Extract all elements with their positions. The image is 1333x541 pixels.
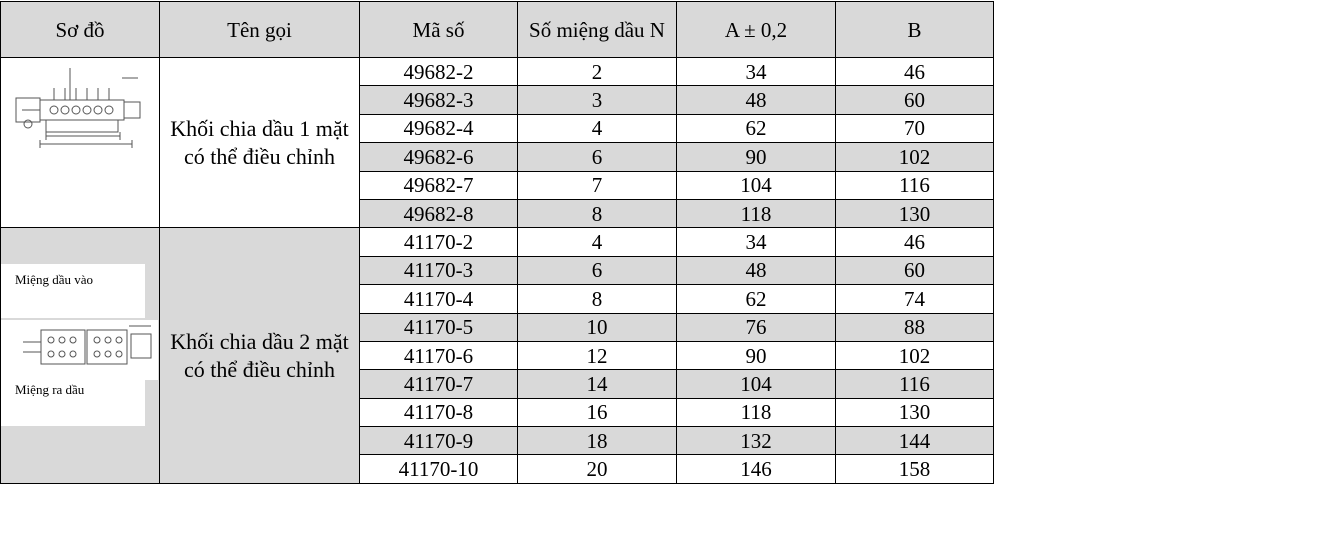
header-diagram: Sơ đồ bbox=[0, 1, 160, 58]
a-cell: 146 bbox=[676, 454, 836, 484]
table-row: 41170-5 10 76 88 bbox=[1, 312, 994, 342]
b-cell: 130 bbox=[835, 198, 994, 229]
table-row: 49682-4 4 62 70 bbox=[1, 113, 994, 144]
header-a: A ± 0,2 bbox=[676, 1, 836, 58]
b-cell: 102 bbox=[835, 142, 994, 172]
a-cell: 118 bbox=[676, 198, 836, 229]
b-cell: 144 bbox=[835, 426, 994, 456]
ports-cell: 6 bbox=[517, 255, 677, 286]
b-cell: 116 bbox=[835, 170, 994, 200]
two-side-block-diagram bbox=[1, 320, 158, 381]
b-cell: 74 bbox=[835, 284, 994, 314]
ports-cell: 12 bbox=[517, 340, 677, 371]
ports-cell: 20 bbox=[517, 454, 677, 484]
code-cell: 41170-10 bbox=[359, 454, 518, 484]
b-cell: 158 bbox=[835, 454, 994, 484]
table-row: 41170-3 6 48 60 bbox=[1, 255, 994, 286]
code-cell: 49682-8 bbox=[359, 198, 518, 229]
product-table: Sơ đồ Tên gọi Mã số Số miệng dầu N A ± 0… bbox=[0, 1, 994, 484]
table-row: 41170-7 14 104 116 bbox=[1, 369, 994, 399]
a-cell: 62 bbox=[676, 113, 836, 144]
ports-cell: 10 bbox=[517, 312, 677, 342]
table-row: 41170-10 20 146 158 bbox=[1, 454, 994, 484]
ports-cell: 2 bbox=[517, 56, 677, 87]
b-cell: 102 bbox=[835, 340, 994, 371]
header-code: Mã số bbox=[359, 1, 518, 58]
ports-cell: 8 bbox=[517, 198, 677, 229]
outlet-label: Miệng ra dầu bbox=[15, 382, 85, 398]
table-row: 41170-9 18 132 144 bbox=[1, 426, 994, 456]
code-cell: 49682-3 bbox=[359, 85, 518, 115]
inlet-label-box: Miệng dầu vào bbox=[1, 264, 145, 319]
a-cell: 34 bbox=[676, 227, 836, 257]
outlet-label-box: Miệng ra dầu bbox=[1, 372, 145, 427]
code-cell: 49682-6 bbox=[359, 142, 518, 172]
code-cell: 41170-8 bbox=[359, 397, 518, 428]
table-row: 41170-4 8 62 74 bbox=[1, 284, 994, 314]
header-name: Tên gọi bbox=[159, 1, 360, 58]
b-cell: 60 bbox=[835, 255, 994, 286]
table-row: 49682-3 3 48 60 bbox=[1, 85, 994, 115]
ports-cell: 14 bbox=[517, 369, 677, 399]
b-cell: 130 bbox=[835, 397, 994, 428]
b-cell: 116 bbox=[835, 369, 994, 399]
a-cell: 48 bbox=[676, 85, 836, 115]
ports-cell: 3 bbox=[517, 85, 677, 115]
diagram-1-cell bbox=[0, 56, 160, 229]
ports-cell: 7 bbox=[517, 170, 677, 200]
ports-cell: 16 bbox=[517, 397, 677, 428]
code-cell: 49682-2 bbox=[359, 56, 518, 87]
ports-cell: 18 bbox=[517, 426, 677, 456]
code-cell: 41170-6 bbox=[359, 340, 518, 371]
inlet-label: Miệng dầu vào bbox=[15, 272, 93, 288]
b-cell: 60 bbox=[835, 85, 994, 115]
ports-cell: 4 bbox=[517, 227, 677, 257]
ports-cell: 6 bbox=[517, 142, 677, 172]
table-row: Khối chia dầu 1 mặt có thể điều chỉnh 49… bbox=[0, 56, 994, 229]
group-2-name: Khối chia dầu 2 mặt có thể điều chỉnh bbox=[159, 227, 360, 484]
code-cell: 41170-7 bbox=[359, 369, 518, 399]
b-cell: 46 bbox=[835, 227, 994, 257]
a-cell: 104 bbox=[676, 170, 836, 200]
b-cell: 70 bbox=[835, 113, 994, 144]
ports-cell: 8 bbox=[517, 284, 677, 314]
code-cell: 41170-2 bbox=[359, 227, 518, 257]
a-cell: 118 bbox=[676, 397, 836, 428]
b-cell: 88 bbox=[835, 312, 994, 342]
a-cell: 62 bbox=[676, 284, 836, 314]
table-row: 49682-8 8 118 130 bbox=[1, 198, 994, 229]
code-cell: 49682-4 bbox=[359, 113, 518, 144]
ports-cell: 4 bbox=[517, 113, 677, 144]
header-b: B bbox=[835, 1, 994, 58]
table-row: 41170-8 16 118 130 bbox=[1, 397, 994, 428]
code-cell: 49682-7 bbox=[359, 170, 518, 200]
header-ports: Số miệng dầu N bbox=[517, 1, 677, 58]
b-cell: 46 bbox=[835, 56, 994, 87]
a-cell: 90 bbox=[676, 142, 836, 172]
a-cell: 34 bbox=[676, 56, 836, 87]
a-cell: 90 bbox=[676, 340, 836, 371]
a-cell: 48 bbox=[676, 255, 836, 286]
code-cell: 41170-4 bbox=[359, 284, 518, 314]
header-row: Sơ đồ Tên gọi Mã số Số miệng dầu N A ± 0… bbox=[0, 1, 994, 58]
code-cell: 41170-3 bbox=[359, 255, 518, 286]
code-cell: 41170-5 bbox=[359, 312, 518, 342]
diagram-2-cell: Miệng dầu vào bbox=[0, 227, 160, 484]
table-row: Miệng dầu vào bbox=[0, 227, 994, 484]
a-cell: 76 bbox=[676, 312, 836, 342]
one-side-block-diagram bbox=[15, 68, 140, 148]
group-1-name: Khối chia dầu 1 mặt có thể điều chỉnh bbox=[159, 56, 360, 229]
table-row: 49682-7 7 104 116 bbox=[1, 170, 994, 200]
a-cell: 132 bbox=[676, 426, 836, 456]
code-cell: 41170-9 bbox=[359, 426, 518, 456]
a-cell: 104 bbox=[676, 369, 836, 399]
